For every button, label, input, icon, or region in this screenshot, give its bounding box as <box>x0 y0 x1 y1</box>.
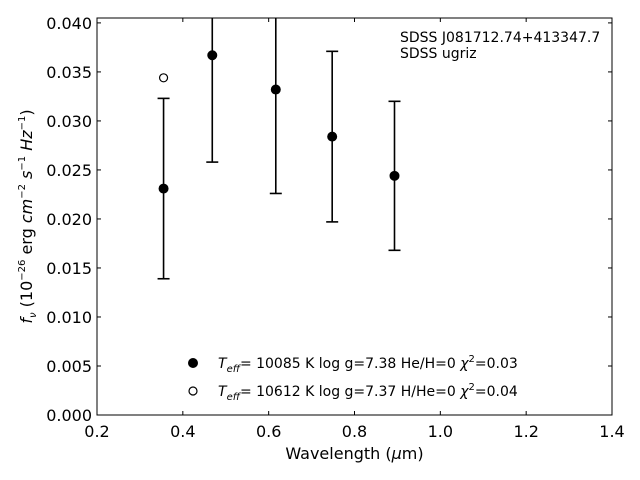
y-tick-label: 0.005 <box>46 357 92 376</box>
data-point-filled <box>389 170 400 181</box>
data-marks <box>157 18 401 280</box>
y-tick-label: 0.025 <box>46 161 92 180</box>
x-tick-label: 1.0 <box>428 422 453 441</box>
legend-entry-2: Teff= 10612 K log g=7.37 H/He=0 χ2=0.04 <box>218 382 518 403</box>
axis-ticks <box>96 18 613 416</box>
x-tick-label: 1.2 <box>513 422 538 441</box>
x-tick-label: 0.2 <box>84 422 109 441</box>
data-point-filled <box>158 183 169 194</box>
legend-marker-filled <box>188 358 198 368</box>
x-tick-label: 0.6 <box>256 422 281 441</box>
legend-marker-open <box>188 386 198 396</box>
y-tick-label: 0.035 <box>46 63 92 82</box>
y-tick-label: 0.040 <box>46 14 92 33</box>
x-tick-label: 0.8 <box>342 422 367 441</box>
x-axis-label: Wavelength (μm) <box>285 444 423 463</box>
y-tick-label: 0.000 <box>46 406 92 425</box>
annotation-object-name: SDSS J081712.74+413347.7 <box>400 30 600 46</box>
annotation-photometry: SDSS ugriz <box>400 46 477 62</box>
x-tick-label: 1.4 <box>599 422 624 441</box>
axis-tick-labels: 0.2 0.4 0.6 0.8 1.0 1.2 1.4 0.000 0.005 0.010 0.01… <box>46 14 625 441</box>
y-tick-label: 0.030 <box>46 112 92 131</box>
data-point-filled <box>327 131 338 142</box>
data-point-filled <box>207 50 218 61</box>
legend-entry-1: Teff= 10085 K log g=7.38 He/H=0 χ2=0.03 <box>218 354 518 375</box>
data-point-filled <box>270 84 281 95</box>
y-axis-label: fν (10−26 erg cm−2 s−1 Hz−1) <box>17 109 39 323</box>
x-tick-label: 0.4 <box>170 422 195 441</box>
y-tick-label: 0.020 <box>46 210 92 229</box>
y-tick-label: 0.015 <box>46 259 92 278</box>
data-point-open <box>158 73 169 83</box>
y-tick-label: 0.010 <box>46 308 92 327</box>
legend: Teff= 10085 K log g=7.38 He/H=0 χ2=0.03 … <box>188 354 518 403</box>
